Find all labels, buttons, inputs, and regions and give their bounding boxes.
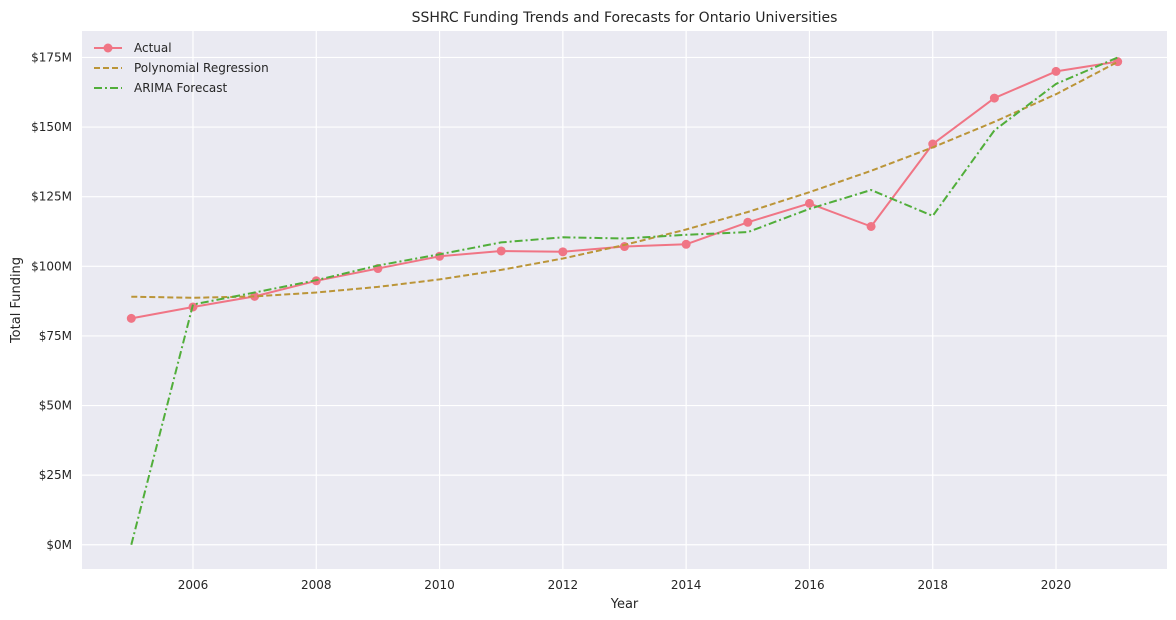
x-tick-label: 2016 bbox=[794, 578, 825, 592]
y-tick-label: $125M bbox=[31, 190, 72, 204]
grid bbox=[82, 31, 1167, 569]
data-point-actual bbox=[804, 198, 814, 208]
legend: Actual Polynomial Regression ARIMA Forecas… bbox=[94, 41, 269, 95]
y-axis-ticks: $0M $25M $50M $75M $100M $125M $150M $175M bbox=[31, 50, 72, 551]
series-layer bbox=[126, 56, 1123, 546]
plot-background bbox=[82, 31, 1167, 569]
series-line-polynomial-regression bbox=[131, 61, 1119, 299]
data-point-actual bbox=[496, 246, 506, 256]
data-point-actual bbox=[866, 221, 876, 231]
x-axis-label: Year bbox=[610, 597, 639, 612]
x-tick-label: 2020 bbox=[1041, 578, 1072, 592]
legend-label-arima-forecast: ARIMA Forecast bbox=[134, 81, 228, 95]
y-tick-label: $175M bbox=[31, 50, 72, 64]
y-tick-label: $50M bbox=[39, 399, 72, 413]
x-tick-label: 2010 bbox=[424, 578, 455, 592]
legend-marker-actual bbox=[103, 43, 113, 53]
y-axis-label: Total Funding bbox=[9, 257, 24, 344]
y-tick-label: $75M bbox=[39, 329, 72, 343]
chart-title: SSHRC Funding Trends and Forecasts for O… bbox=[412, 10, 838, 26]
y-tick-label: $25M bbox=[39, 468, 72, 482]
x-tick-label: 2012 bbox=[548, 578, 579, 592]
data-point-actual bbox=[681, 239, 691, 249]
data-point-actual bbox=[743, 217, 753, 227]
x-tick-label: 2008 bbox=[301, 578, 332, 592]
x-tick-label: 2014 bbox=[671, 578, 702, 592]
x-tick-label: 2006 bbox=[178, 578, 209, 592]
legend-label-actual: Actual bbox=[134, 41, 172, 55]
data-point-actual bbox=[126, 313, 136, 323]
y-tick-label: $0M bbox=[46, 538, 72, 552]
y-tick-label: $150M bbox=[31, 120, 72, 134]
x-tick-label: 2018 bbox=[917, 578, 948, 592]
y-tick-label: $100M bbox=[31, 259, 72, 273]
data-point-actual bbox=[1051, 66, 1061, 76]
data-point-actual bbox=[558, 247, 568, 257]
data-point-actual bbox=[989, 93, 999, 103]
x-axis-ticks: 2006 2008 2010 2012 2014 2016 2018 2020 bbox=[178, 578, 1072, 592]
data-point-actual bbox=[250, 291, 260, 301]
legend-label-polynomial-regression: Polynomial Regression bbox=[134, 61, 269, 75]
series-line-arima-forecast bbox=[130, 56, 1119, 546]
